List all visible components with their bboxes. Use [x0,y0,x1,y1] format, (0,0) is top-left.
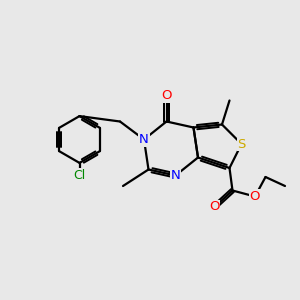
Text: N: N [171,169,180,182]
Text: O: O [161,89,172,103]
Text: O: O [250,190,260,203]
Text: Cl: Cl [74,169,86,182]
Text: N: N [139,133,149,146]
Text: O: O [209,200,220,214]
Text: S: S [237,137,246,151]
